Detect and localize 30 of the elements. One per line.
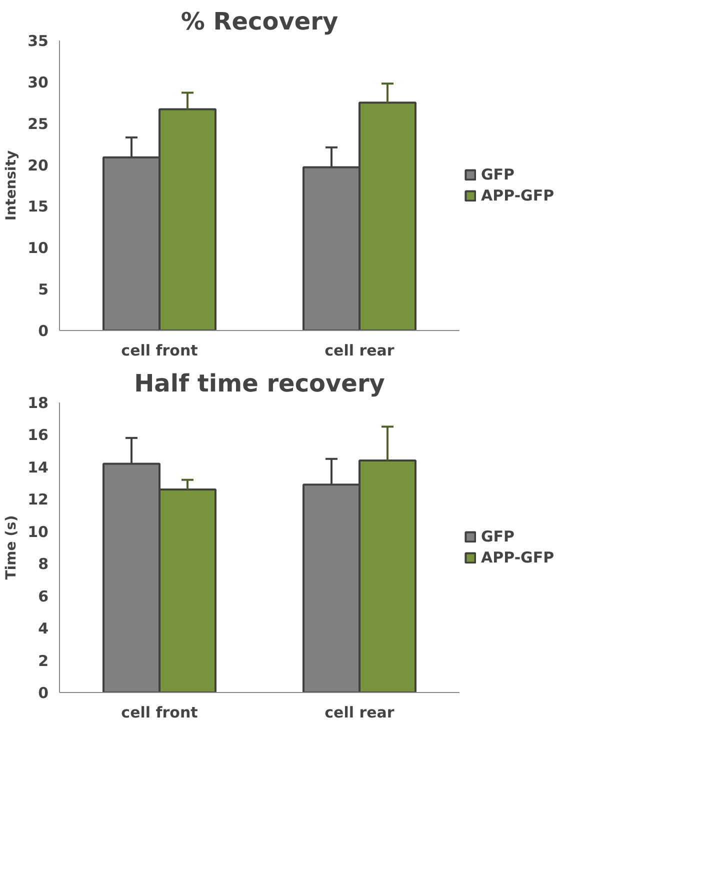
y-tick-label: 10 bbox=[28, 522, 48, 541]
y-tick-label: 0 bbox=[38, 322, 48, 340]
y-tick-label: 6 bbox=[38, 587, 48, 606]
legend-label: GFP bbox=[481, 528, 515, 546]
chart-title: Half time recovery bbox=[134, 370, 386, 398]
legend-label: GFP bbox=[481, 166, 515, 184]
y-tick-label: 0 bbox=[38, 684, 48, 702]
x-tick-label: cell rear bbox=[324, 704, 395, 722]
y-tick-label: 25 bbox=[28, 114, 48, 133]
y-tick-label: 5 bbox=[38, 280, 48, 299]
y-tick-label: 30 bbox=[28, 73, 48, 92]
y-tick-label: 10 bbox=[28, 239, 48, 258]
x-tick-label: cell front bbox=[121, 704, 198, 722]
y-tick-label: 12 bbox=[28, 490, 48, 509]
y-tick-label: 35 bbox=[28, 32, 48, 50]
y-tick-label: 20 bbox=[28, 156, 48, 174]
y-tick-label: 2 bbox=[38, 652, 48, 670]
y-tick-label: 15 bbox=[28, 198, 48, 216]
chart-title: % Recovery bbox=[180, 8, 338, 36]
y-axis-title: Intensity bbox=[4, 150, 20, 221]
legend-label: APP-GFP bbox=[481, 186, 554, 204]
x-tick-label: cell front bbox=[121, 342, 198, 360]
y-tick-label: 4 bbox=[38, 620, 48, 638]
y-tick-label: 8 bbox=[38, 555, 48, 574]
y-axis-title: Time (s) bbox=[4, 515, 20, 580]
legend-label: APP-GFP bbox=[481, 548, 554, 566]
y-tick-label: 16 bbox=[28, 426, 48, 444]
y-tick-label: 14 bbox=[28, 458, 48, 476]
y-tick-label: 18 bbox=[28, 394, 48, 412]
x-tick-label: cell rear bbox=[324, 342, 395, 360]
